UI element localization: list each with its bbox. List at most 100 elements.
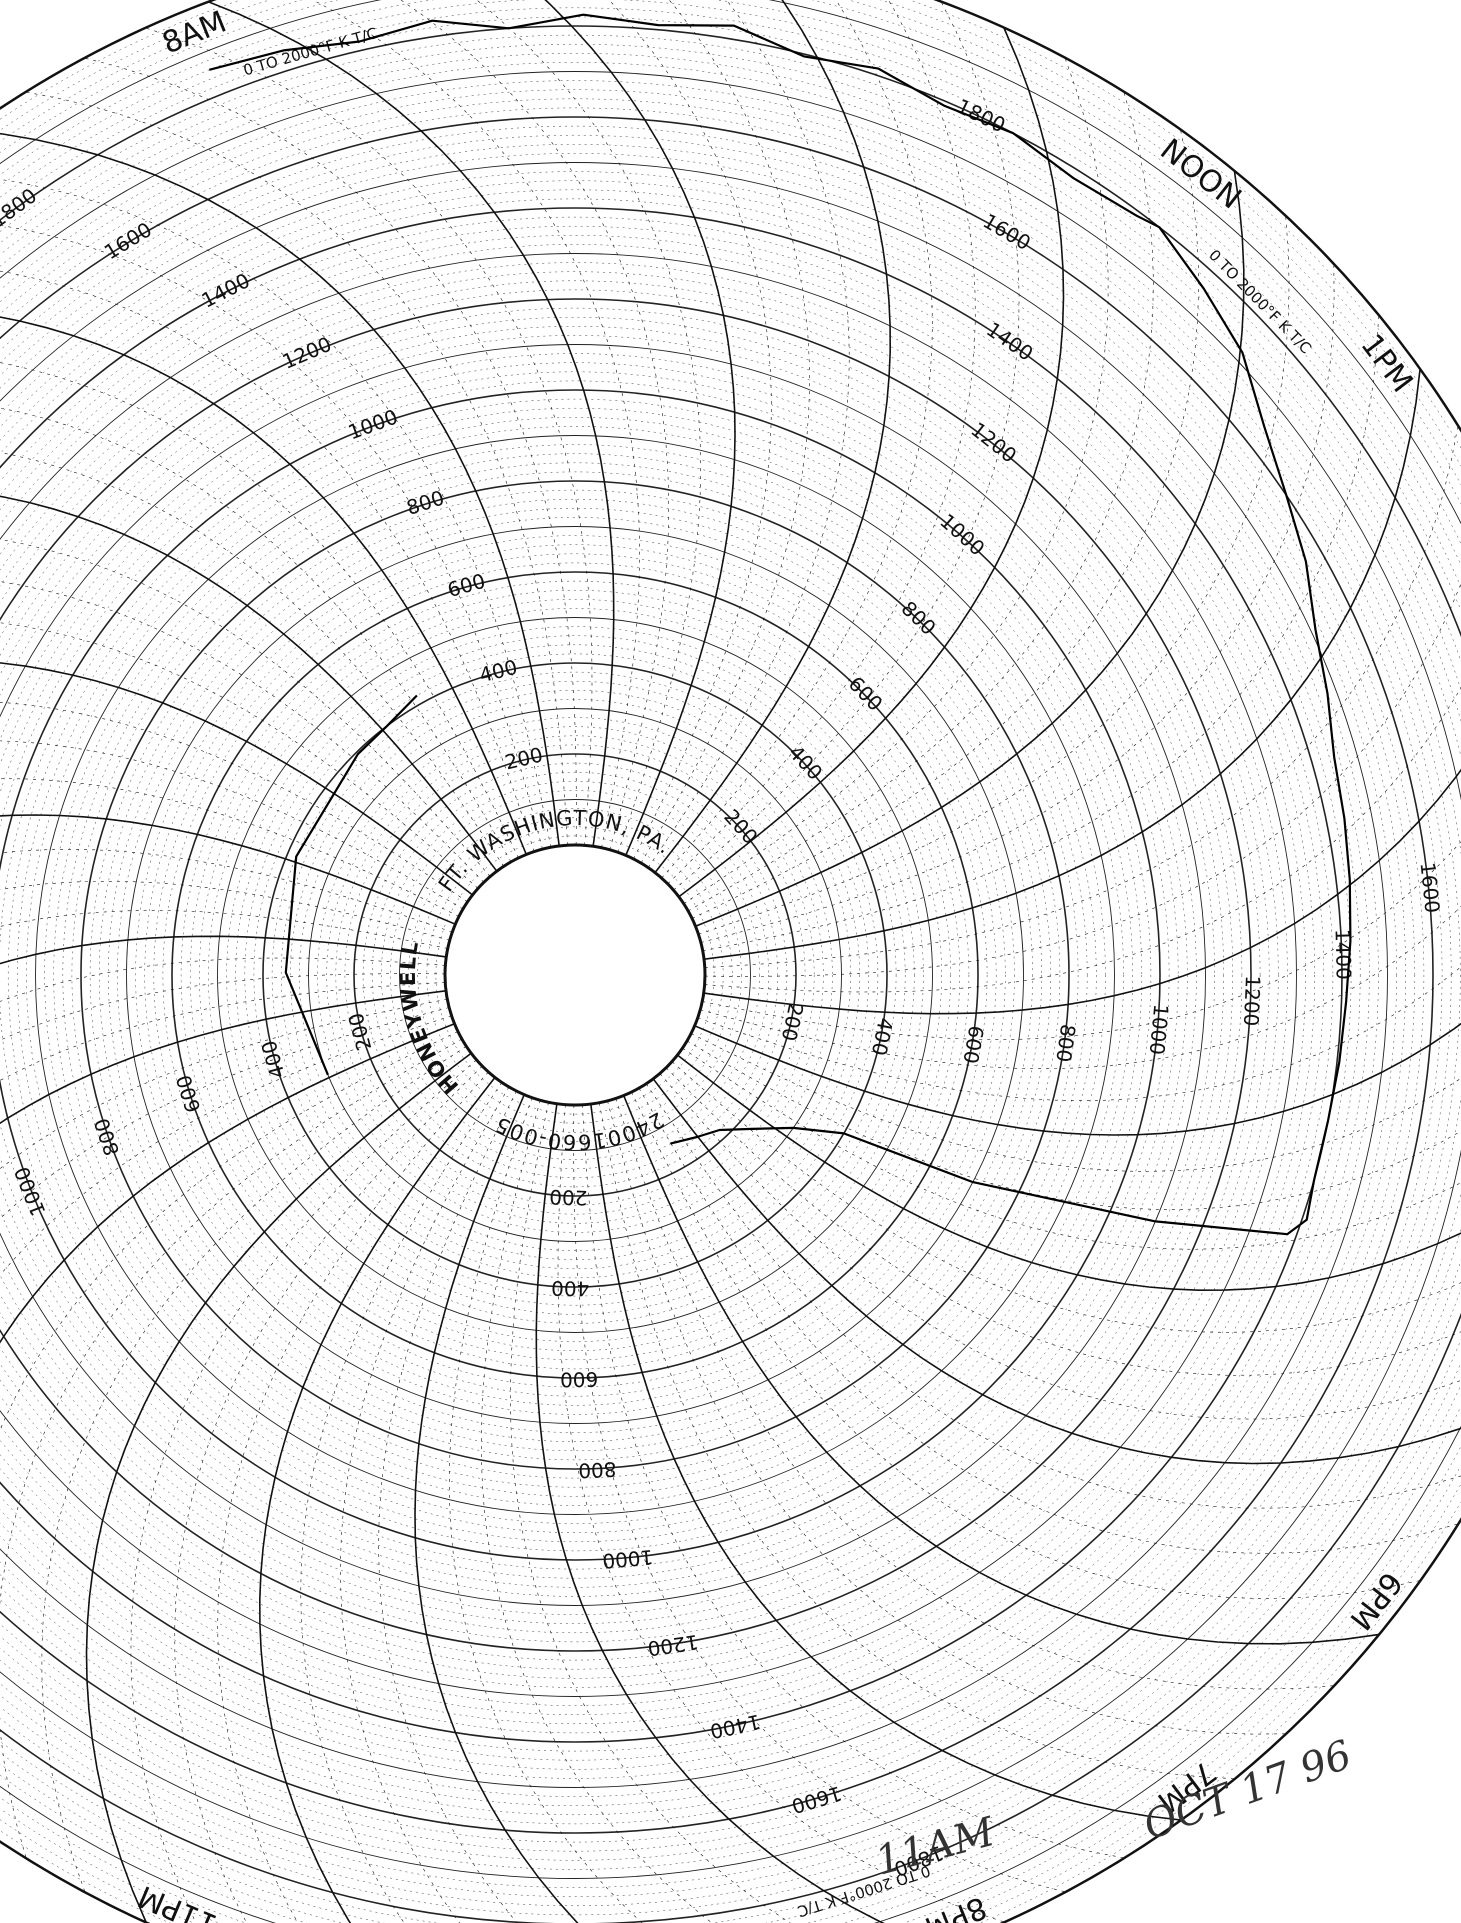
- grid-ring: [280, 680, 870, 1270]
- scale-note: 0 TO 2000°F K T/C: [1205, 246, 1315, 357]
- grid-ring: [0, 135, 1415, 1815]
- quarter-hour-line: [686, 1040, 1461, 1210]
- ring-label-600: 600: [958, 1024, 988, 1066]
- hour-line: [652, 1078, 1461, 1465]
- ring-label-1600: 1600: [100, 217, 156, 264]
- grid-ring: [0, 326, 1224, 1624]
- ring-label-1000: 1000: [1145, 1003, 1174, 1056]
- ring-label-200: 200: [343, 1010, 376, 1053]
- quarter-hour-line: [0, 1007, 450, 1220]
- quarter-hour-line: [0, 1031, 459, 1431]
- quarter-hour-line: [0, 179, 552, 848]
- quarter-hour-line: [598, 1102, 1236, 1779]
- handwritten-time: 11AM: [871, 1809, 1001, 1885]
- grid-ring: [0, 298, 1252, 1652]
- quarter-hour-line: [174, 1065, 483, 1923]
- quarter-hour-line: [691, 129, 1199, 919]
- grid-ring: [0, 399, 1151, 1551]
- quarter-hour-line: [300, 1082, 503, 1923]
- ring-label-1400: 1400: [982, 317, 1038, 366]
- ring-label-1800: 1800: [953, 94, 1009, 137]
- grid-ring: [26, 426, 1124, 1524]
- hour-line: [654, 0, 892, 874]
- quarter-hour-line: [400, 0, 670, 850]
- hour-line: [0, 316, 528, 855]
- quarter-hour-line: [480, 1100, 713, 1923]
- grid-ring: [0, 317, 1233, 1633]
- hour-line: [0, 132, 560, 847]
- quarter-hour-line: [667, 0, 976, 885]
- grid-ring: [7, 407, 1143, 1543]
- grid-ring: [0, 25, 1461, 1923]
- quarter-hour-line: [702, 841, 1461, 1040]
- grid-ring: [144, 544, 1006, 1406]
- grid-ring: [235, 635, 915, 1315]
- grid-ring: [117, 517, 1033, 1433]
- ring-label-400: 400: [551, 1276, 590, 1301]
- quarter-hour-line: [145, 27, 593, 846]
- grid-ring: [89, 489, 1061, 1461]
- quarter-hour-line: [638, 1087, 1459, 1554]
- hour-label-1pm: 1PM: [1353, 328, 1419, 399]
- quarter-hour-line: [0, 740, 464, 910]
- ring-label-400: 400: [867, 1016, 898, 1058]
- grid-ring: [17, 417, 1133, 1533]
- quarter-hour-line: [476, 0, 702, 853]
- ring-label-1400: 1400: [1331, 929, 1356, 981]
- grid-ring: [271, 671, 879, 1279]
- grid-ring: [399, 799, 751, 1151]
- ring-label-800: 800: [897, 596, 941, 640]
- grid-ring: [308, 708, 842, 1242]
- hour-line: [694, 1022, 1461, 1136]
- ring-label-600: 600: [445, 569, 488, 602]
- grid-ring: [217, 617, 933, 1333]
- grid-ring: [0, 262, 1288, 1688]
- hour-line: [258, 1076, 496, 1923]
- quarter-hour-line: [704, 425, 1459, 968]
- hour-line: [0, 495, 498, 872]
- grid-ring: [344, 744, 806, 1206]
- hour-line: [0, 935, 447, 965]
- quarter-hour-line: [687, 91, 1154, 912]
- quarter-hour-line: [665, 1067, 1461, 1376]
- hour-line: [0, 662, 474, 896]
- temperature-trace: [209, 13, 1352, 1236]
- hour-line: [414, 1094, 579, 1923]
- grid-ring: [390, 790, 760, 1160]
- ring-label-200: 200: [719, 804, 762, 848]
- quarter-hour-line: [647, 0, 850, 868]
- hour-line: [85, 1052, 472, 1923]
- hour-line: [0, 990, 447, 1125]
- quarter-hour-line: [0, 778, 460, 917]
- ring-label-1000: 1000: [935, 509, 989, 561]
- grid-ring: [126, 526, 1024, 1424]
- grid-ring: [153, 553, 997, 1397]
- grid-ring: [0, 162, 1388, 1788]
- ring-label-1400: 1400: [197, 268, 253, 312]
- grid-ring: [0, 71, 1461, 1879]
- hour-line: [622, 1095, 1380, 1645]
- ring-label-1600: 1600: [789, 1781, 845, 1818]
- grid-ring: [226, 626, 924, 1324]
- hour-line: [678, 27, 1065, 898]
- grid-ring: [0, 126, 1424, 1824]
- quarter-hour-line: [0, 702, 468, 903]
- grid-ring: [0, 289, 1261, 1661]
- quarter-hour-line: [659, 1073, 1461, 1420]
- grid-ring: [0, 389, 1161, 1561]
- grid-ring: [371, 771, 779, 1179]
- ring-label-600: 600: [560, 1367, 598, 1391]
- hour-line: [695, 170, 1245, 928]
- quarter-hour-line: [340, 1086, 510, 1923]
- grid-ring: [135, 535, 1015, 1415]
- ring-label-200: 200: [503, 742, 546, 774]
- quarter-hour-line: [682, 1047, 1461, 1250]
- hour-line: [0, 814, 456, 925]
- quarter-hour-line: [0, 224, 543, 850]
- grid-ring: [0, 353, 1197, 1597]
- quarter-hour-line: [615, 1098, 1335, 1690]
- ring-label-400: 400: [477, 655, 520, 688]
